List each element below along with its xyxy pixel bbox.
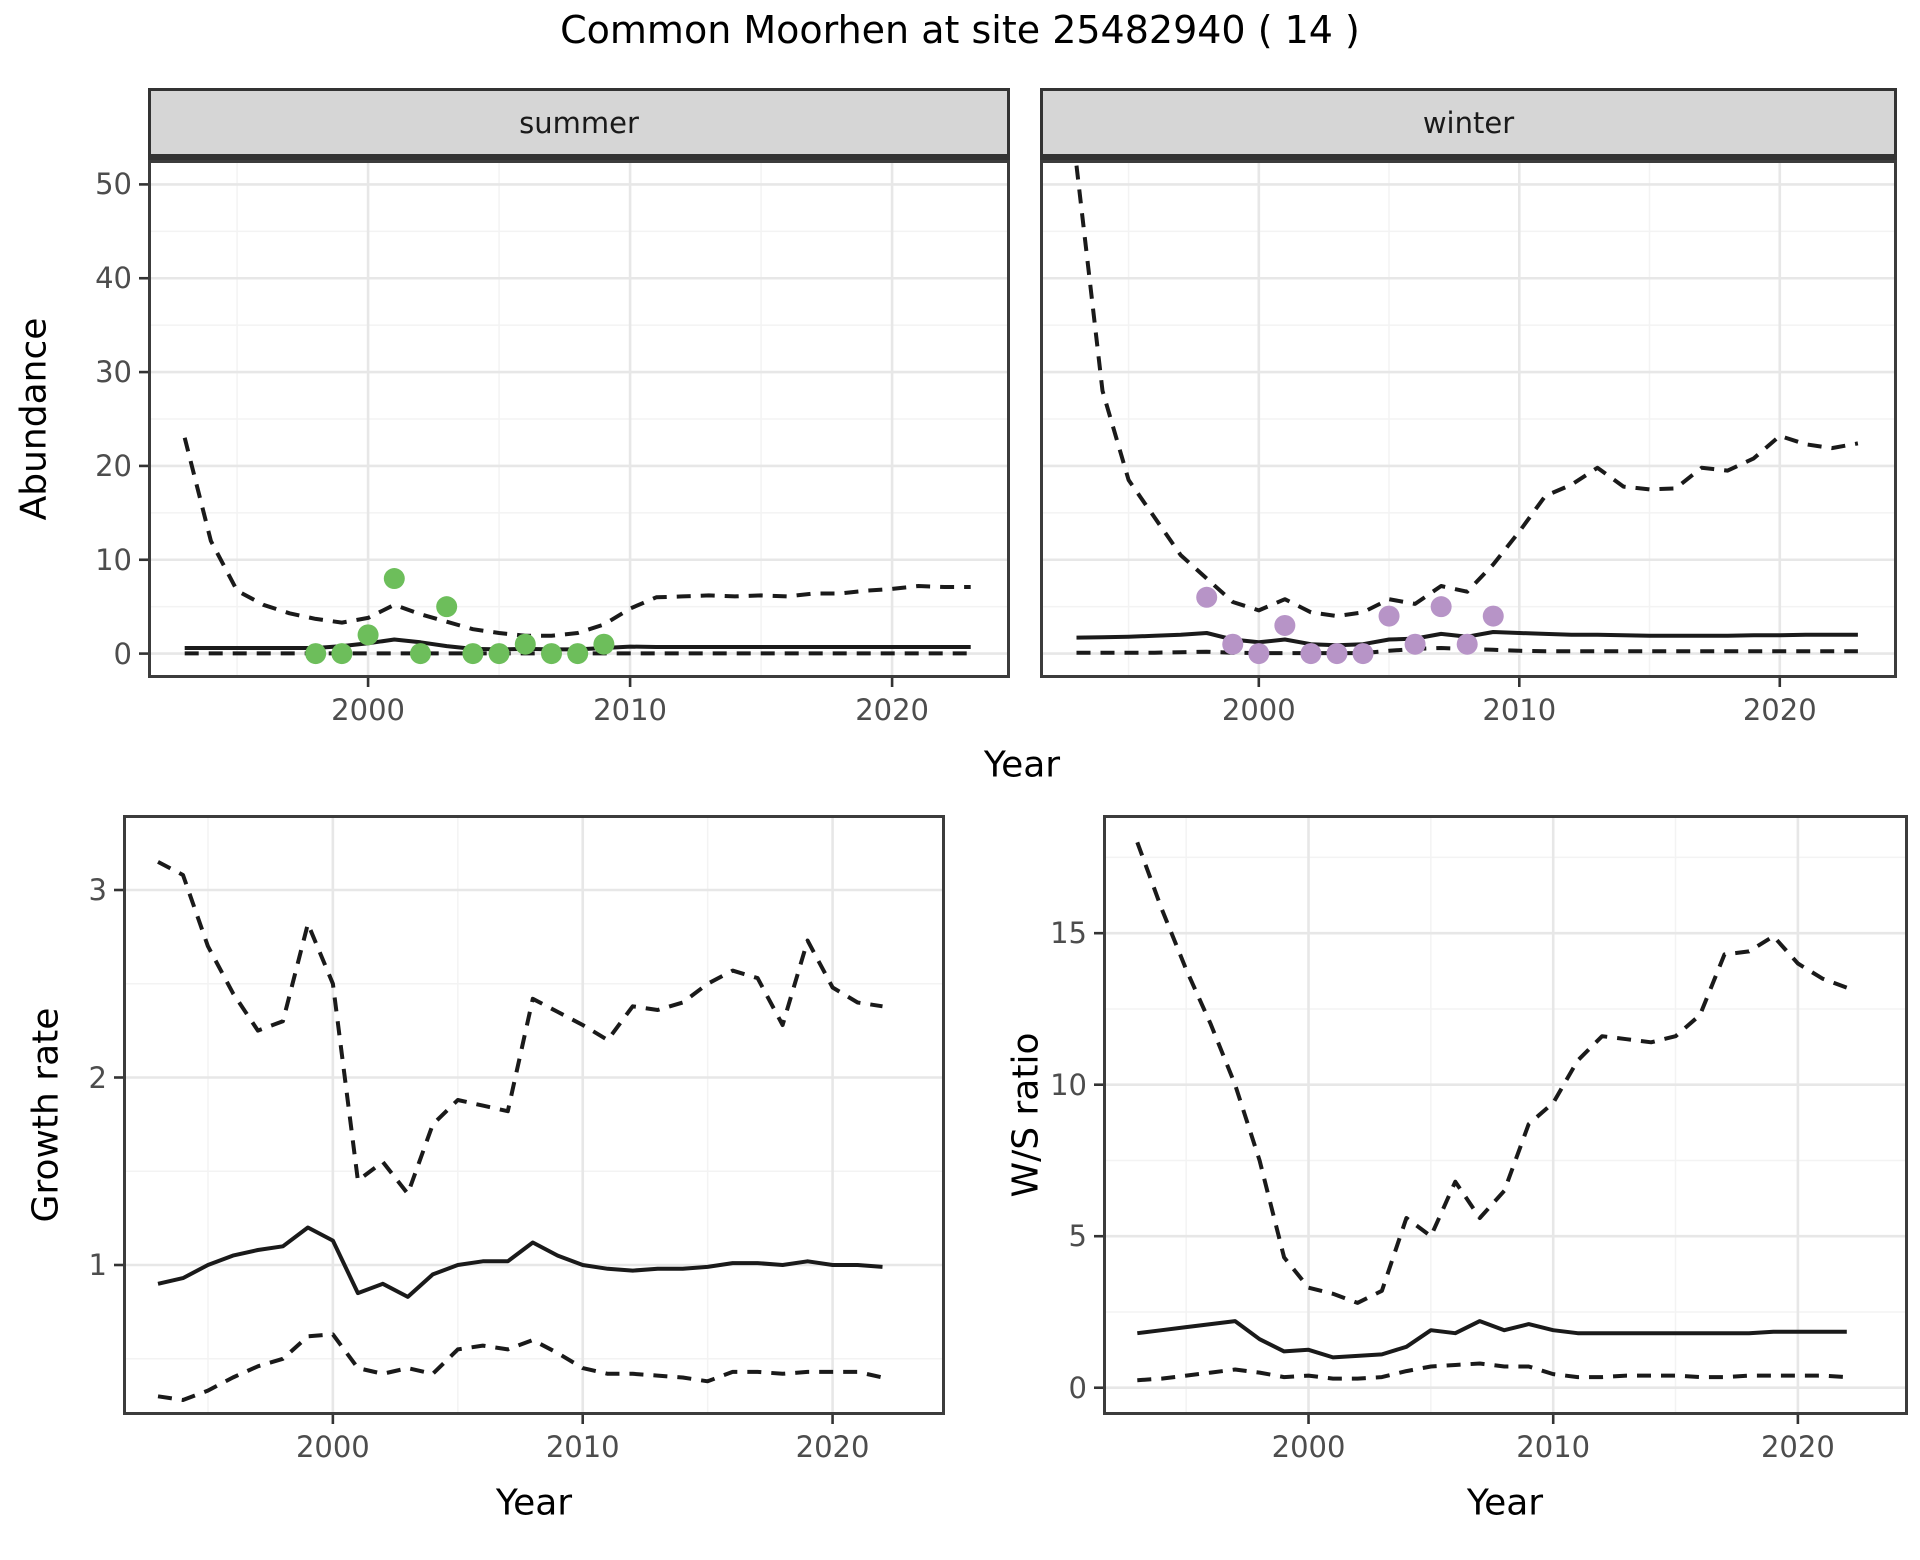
x-tick-label: 2020 [1760, 1430, 1835, 1464]
series-lines [1135, 841, 1848, 1383]
facet-strip-summer-label: summer [519, 105, 639, 140]
series-lines [157, 860, 883, 1402]
summer-observations [305, 568, 615, 665]
x-tick-label: 2010 [593, 693, 667, 727]
observation-point [1430, 596, 1452, 618]
facet-strip-winter: winter [1040, 88, 1897, 160]
panel-background [1103, 815, 1908, 1415]
growth-rate-axis-title: Growth rate [25, 1007, 67, 1223]
x-tick-label: 2020 [855, 693, 929, 727]
observation-point [436, 596, 458, 618]
observation-point [357, 624, 379, 646]
gridlines [148, 160, 1010, 678]
observation-point [1300, 643, 1322, 665]
y-tick-label: 10 [1050, 1067, 1087, 1102]
facet-strip-winter-label: winter [1422, 105, 1515, 140]
axis-ticks [1257, 678, 1782, 687]
observation-point [462, 643, 484, 665]
upper_ci-line [182, 437, 971, 638]
observation-point [540, 643, 562, 665]
growth-rate-panel [114, 815, 945, 1424]
x-tick-label: 2010 [545, 1430, 620, 1464]
x-tick-label: 2000 [1271, 1430, 1346, 1464]
observation-point [1378, 605, 1400, 627]
gridlines [1040, 160, 1897, 678]
ws-year-axis-title: Year [1466, 1482, 1544, 1524]
observation-point [1222, 633, 1244, 655]
observation-point [1404, 633, 1426, 655]
observation-point [1456, 633, 1478, 655]
observation-point [331, 643, 353, 665]
ws-ratio-axis-title: W/S ratio [1005, 1032, 1047, 1198]
observation-point [1274, 614, 1296, 636]
observation-point [488, 643, 510, 665]
y-tick-label: 20 [95, 448, 132, 483]
observation-point [1248, 643, 1270, 665]
x-tick-label: 2020 [1742, 693, 1817, 727]
y-tick-label: 2 [88, 1060, 107, 1095]
winter-observations [1196, 586, 1504, 665]
y-tick-label: 40 [95, 261, 132, 296]
x-tick-label: 2000 [1221, 693, 1296, 727]
y-tick-label: 0 [113, 636, 132, 671]
x-tick-label: 2010 [1516, 1430, 1591, 1464]
x-tick-label: 2020 [795, 1430, 870, 1464]
axis-ticks [114, 888, 834, 1424]
panel-border [148, 160, 1010, 678]
panel-border [1040, 160, 1897, 678]
x-tick-label: 2000 [331, 693, 405, 727]
panel-border [1103, 815, 1908, 1415]
y-tick-label: 15 [1050, 916, 1087, 951]
axis-ticks [1094, 931, 1800, 1424]
top-year-axis-title: Year [983, 744, 1061, 786]
observation-point [1196, 586, 1218, 608]
abundance-winter-panel [1040, 160, 1897, 687]
gridlines [1103, 815, 1908, 1415]
abundance-summer-panel [139, 160, 1010, 687]
ws-ratio-panel [1094, 815, 1908, 1424]
observation-point [409, 643, 431, 665]
median-line [157, 1225, 883, 1299]
median-line [1137, 1319, 1847, 1360]
y-tick-label: 30 [95, 355, 132, 390]
observation-point [383, 568, 405, 590]
axis-ticks [139, 183, 894, 687]
panel-background [123, 815, 945, 1415]
gridlines [123, 815, 945, 1415]
growth-year-axis-title: Year [495, 1482, 573, 1524]
observation-point [1482, 605, 1504, 627]
observation-point [1326, 643, 1348, 665]
x-tick-label: 2000 [295, 1430, 370, 1464]
y-tick-label: 0 [1068, 1370, 1087, 1405]
facet-strip-summer: summer [148, 88, 1010, 160]
abundance-axis-title: Abundance [13, 317, 55, 521]
upper_ci-line [1074, 165, 1859, 619]
y-tick-label: 1 [88, 1248, 107, 1282]
lower_ci-line [157, 1332, 883, 1402]
plot-title: Common Moorhen at site 25482940 ( 14 ) [560, 8, 1360, 52]
observation-point [1352, 643, 1374, 665]
observation-point [593, 633, 615, 655]
x-tick-label: 2010 [1482, 693, 1557, 727]
panel-border [123, 815, 945, 1415]
upper_ci-line [157, 860, 883, 1196]
observation-point [514, 633, 536, 655]
y-tick-label: 5 [1068, 1219, 1087, 1254]
y-tick-label: 3 [88, 873, 107, 907]
observation-point [567, 643, 589, 665]
observation-point [305, 643, 327, 665]
y-tick-label: 50 [95, 167, 132, 202]
y-tick-label: 10 [95, 542, 132, 577]
